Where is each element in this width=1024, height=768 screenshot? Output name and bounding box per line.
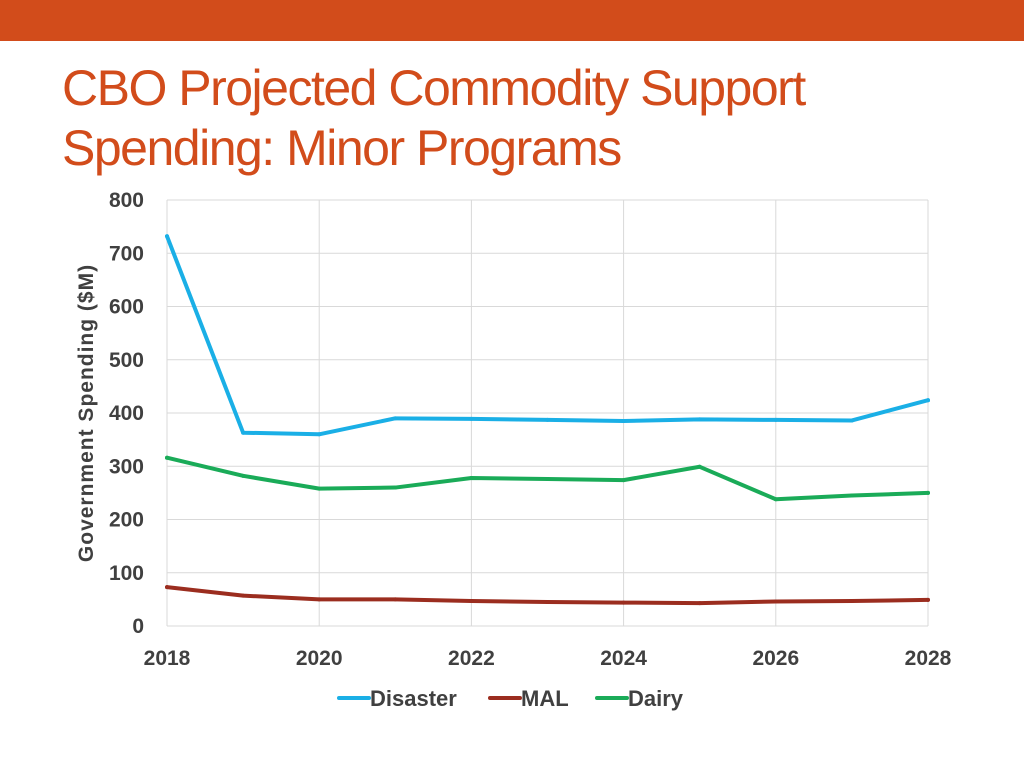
data-point-mal <box>317 597 322 602</box>
data-point-mal <box>697 601 702 606</box>
chart-gridlines <box>166 199 929 627</box>
y-tick-label: 500 <box>109 349 144 372</box>
x-tick-label: 2026 <box>752 647 799 670</box>
data-point-disaster <box>773 417 778 422</box>
data-point-mal <box>849 598 854 603</box>
x-tick-label: 2018 <box>144 647 191 670</box>
data-point-dairy <box>317 486 322 491</box>
data-point-disaster <box>317 432 322 437</box>
y-tick-label: 300 <box>109 455 144 478</box>
data-point-disaster <box>545 417 550 422</box>
y-tick-label: 800 <box>109 189 144 212</box>
data-point-disaster <box>849 418 854 423</box>
slide-title-line-2: Spending: Minor Programs <box>62 120 622 176</box>
data-point-dairy <box>545 477 550 482</box>
slide-title-line-1: CBO Projected Commodity Support <box>62 60 806 116</box>
data-point-dairy <box>165 455 169 460</box>
legend-label-mal: MAL <box>521 686 569 711</box>
x-tick-label: 2024 <box>600 647 647 670</box>
data-point-disaster <box>926 398 930 403</box>
data-point-disaster <box>393 416 398 421</box>
data-point-mal <box>241 593 246 598</box>
data-point-disaster <box>697 417 702 422</box>
y-axis-label: Government Spending ($M) <box>75 264 98 562</box>
slide-title: CBO Projected Commodity Support Spending… <box>62 58 962 178</box>
chart-series <box>165 234 930 606</box>
y-tick-label: 600 <box>109 296 144 319</box>
data-point-mal <box>165 585 169 590</box>
data-point-dairy <box>773 497 778 502</box>
data-point-mal <box>393 597 398 602</box>
data-point-dairy <box>697 464 702 469</box>
x-tick-label: 2028 <box>905 647 952 670</box>
y-axis-tick-labels: 0 100 200 300 400 500 600 700 800 <box>109 189 144 638</box>
data-point-dairy <box>621 478 626 483</box>
x-axis-tick-labels: 2018 2020 2022 2024 2026 2028 <box>144 647 952 670</box>
data-point-mal <box>773 599 778 604</box>
data-point-mal <box>621 600 626 605</box>
data-point-mal <box>469 598 474 603</box>
series-line-disaster <box>165 234 930 437</box>
data-point-disaster <box>621 418 626 423</box>
x-tick-label: 2020 <box>296 647 343 670</box>
y-tick-label: 200 <box>109 509 144 532</box>
data-point-disaster <box>165 234 169 239</box>
data-point-dairy <box>469 475 474 480</box>
y-tick-label: 700 <box>109 242 144 265</box>
data-point-disaster <box>469 416 474 421</box>
data-point-dairy <box>241 473 246 478</box>
y-tick-label: 0 <box>132 615 144 638</box>
y-tick-label: 400 <box>109 402 144 425</box>
data-point-dairy <box>849 493 854 498</box>
chart-legend: Disaster MAL Dairy <box>337 686 684 711</box>
legend-label-disaster: Disaster <box>370 686 457 711</box>
data-point-dairy <box>393 485 398 490</box>
data-point-mal <box>545 600 550 605</box>
y-tick-label: 100 <box>109 562 144 585</box>
top-accent-bar <box>0 0 1024 41</box>
data-point-mal <box>926 597 930 602</box>
data-point-disaster <box>241 430 246 435</box>
x-tick-label: 2022 <box>448 647 495 670</box>
legend-label-dairy: Dairy <box>628 686 684 711</box>
data-point-dairy <box>926 490 930 495</box>
